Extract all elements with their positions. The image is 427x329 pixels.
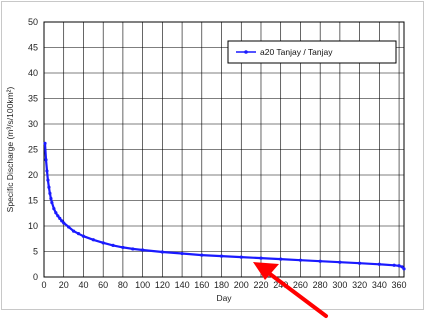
x-tick-label: 60: [98, 280, 108, 290]
data-point: [81, 234, 86, 238]
x-tick-label: 20: [59, 280, 69, 290]
data-point: [47, 185, 51, 189]
x-tick-label: 320: [352, 280, 367, 290]
data-point: [54, 211, 58, 215]
y-tick-label: 50: [28, 17, 38, 27]
x-tick-label: 100: [135, 280, 150, 290]
y-tick-label: 0: [33, 272, 38, 282]
data-point: [67, 225, 71, 229]
data-point: [200, 253, 204, 257]
y-axis-label: Specific Discharge (m³/s/100km²): [5, 87, 15, 213]
x-tick-label: 340: [372, 280, 387, 290]
data-point: [392, 263, 396, 267]
data-point: [56, 214, 60, 218]
data-point: [60, 219, 64, 223]
y-tick-label: 40: [28, 68, 38, 78]
data-point: [76, 232, 81, 236]
data-point: [180, 251, 184, 256]
data-point: [101, 241, 105, 245]
data-point: [49, 196, 53, 201]
data-point: [111, 243, 115, 247]
data-point: [259, 256, 263, 260]
data-point: [131, 247, 135, 251]
data-point: [48, 191, 52, 195]
red-arrow-annotation: [253, 262, 328, 318]
plot-area: [43, 21, 405, 278]
data-point: [141, 248, 145, 252]
y-tick-label: 20: [28, 170, 38, 180]
data-point: [298, 258, 303, 262]
data-point: [160, 250, 164, 254]
y-tick-label: 15: [28, 196, 38, 206]
legend-swatch-marker: [244, 50, 248, 54]
data-point: [52, 207, 56, 211]
y-tick-label: 5: [33, 247, 38, 257]
x-tick-label: 260: [293, 280, 308, 290]
data-point: [71, 229, 76, 233]
x-tick-label: 160: [194, 280, 209, 290]
data-point: [45, 169, 49, 173]
data-point: [43, 141, 47, 145]
x-tick-label: 220: [253, 280, 268, 290]
data-point: [358, 261, 362, 265]
y-tick-label: 10: [28, 221, 38, 231]
x-tick-label: 280: [313, 280, 328, 290]
x-axis-label: Day: [216, 293, 232, 303]
data-point: [318, 259, 322, 263]
series-line: [43, 143, 405, 270]
x-tick-label: 40: [78, 280, 88, 290]
data-point: [91, 238, 95, 242]
x-tick-label: 180: [214, 280, 229, 290]
y-tick-label: 25: [28, 145, 38, 155]
y-tick-label: 35: [28, 94, 38, 104]
data-point: [239, 255, 243, 259]
data-point: [50, 200, 54, 205]
data-point: [62, 221, 66, 225]
y-tick-label: 30: [28, 119, 38, 129]
legend-box: [227, 40, 397, 64]
data-point: [219, 254, 224, 258]
x-tick-label: 120: [155, 280, 170, 290]
data-point: [121, 245, 125, 250]
data-point: [377, 262, 381, 266]
y-tick-label: 45: [28, 43, 38, 53]
x-tick-label: 0: [41, 280, 46, 290]
legend-entry-a20-tanjay: a20 Tanjay / Tanjay: [260, 47, 333, 57]
x-tick-label: 200: [234, 280, 249, 290]
data-point: [46, 178, 50, 182]
x-tick-label: 360: [392, 280, 407, 290]
x-tick-label: 80: [118, 280, 128, 290]
data-point: [402, 267, 406, 271]
data-point: [400, 265, 404, 269]
x-tick-label: 300: [332, 280, 347, 290]
data-point: [279, 257, 283, 261]
legend: a20 Tanjay / Tanjay: [227, 40, 397, 64]
x-tick-label: 240: [273, 280, 288, 290]
data-point: [44, 158, 48, 162]
x-tick-label: 140: [175, 280, 190, 290]
data-point: [397, 264, 401, 268]
data-point: [58, 216, 62, 220]
data-point: [338, 260, 342, 264]
